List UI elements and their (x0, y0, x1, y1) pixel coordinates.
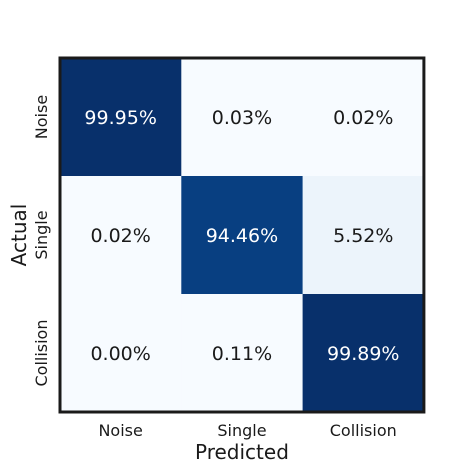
plot-frame (58, 56, 426, 414)
heatmap-cell-single-collision (302, 176, 425, 295)
x-tick-label: Noise (98, 421, 142, 440)
heatmap-cell-single-single (181, 176, 304, 295)
cell-value-label: 0.02% (333, 107, 393, 129)
heatmap-cell-single-noise (60, 176, 182, 295)
heatmap-cell-collision-noise (60, 294, 182, 413)
cell-value-label: 99.95% (84, 107, 156, 129)
heatmap-cell-noise-noise (60, 58, 182, 177)
y-tick-label: Collision (32, 319, 51, 386)
y-tick-label: Noise (32, 95, 51, 139)
heatmap-cell-labels: 99.95% 0.03% 0.02% 0.02% 94.46% 5.52% 0.00% 0.1… (84, 107, 399, 365)
heatmap-cell-collision-collision (302, 294, 425, 413)
heatmap-cell-noise-single (181, 58, 304, 177)
cell-value-label: 0.02% (90, 225, 150, 247)
x-axis-title: Predicted (195, 440, 289, 464)
cell-value-label: 94.46% (206, 225, 278, 247)
heatmap-cell-collision-single (181, 294, 304, 413)
x-tick-label: Collision (330, 421, 397, 440)
heatmap-cell-noise-collision (302, 58, 425, 177)
cell-value-label: 0.03% (212, 107, 272, 129)
x-tick-label: Single (217, 421, 266, 440)
y-axis-title: Actual (7, 204, 31, 267)
y-tick-label: Single (32, 210, 51, 259)
y-tick-labels: Noise Single Collision (32, 95, 51, 387)
x-tick-labels: Noise Single Collision (98, 421, 396, 440)
cell-value-label: 5.52% (333, 225, 393, 247)
cell-value-label: 99.89% (327, 343, 399, 365)
cell-value-label: 0.11% (212, 343, 272, 365)
cell-value-label: 0.00% (90, 343, 150, 365)
heatmap-cells (60, 58, 425, 413)
